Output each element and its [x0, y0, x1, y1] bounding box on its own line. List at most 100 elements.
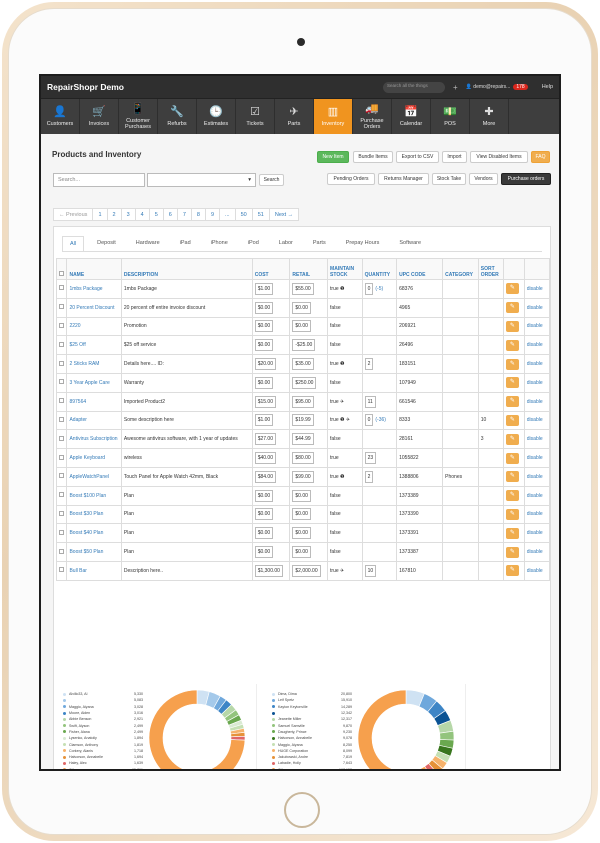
- product-name-link[interactable]: 897564: [69, 398, 87, 405]
- product-name-link[interactable]: 20 Percent Discount: [69, 304, 115, 311]
- pencil-icon[interactable]: ✎: [505, 565, 519, 577]
- row-checkbox[interactable]: [59, 398, 64, 404]
- cost-input[interactable]: $27.00: [254, 433, 276, 446]
- select-all-checkbox[interactable]: [59, 271, 64, 276]
- cost-input[interactable]: $0.00: [254, 489, 274, 502]
- nav-item-estimates[interactable]: 🕒 Estimates: [197, 99, 236, 134]
- cost-input[interactable]: $0.00: [254, 508, 274, 521]
- page-link[interactable]: 2: [106, 208, 122, 221]
- pencil-icon[interactable]: ✎: [505, 490, 519, 502]
- disable-link[interactable]: disable: [526, 436, 543, 443]
- pencil-icon[interactable]: ✎: [505, 508, 519, 520]
- column-header[interactable]: COST: [251, 258, 291, 280]
- product-name-link[interactable]: Boost $40 Plan: [69, 530, 104, 537]
- column-header[interactable]: NAME: [66, 258, 122, 280]
- pencil-icon[interactable]: ✎: [505, 396, 519, 408]
- new-item-button[interactable]: New Item: [317, 151, 349, 163]
- disable-link[interactable]: disable: [526, 342, 543, 349]
- nav-item-purchase-orders[interactable]: 🚚 Purchase Orders: [353, 99, 392, 134]
- cost-input[interactable]: $0.00: [254, 546, 274, 559]
- cost-input[interactable]: $1.00: [254, 282, 274, 295]
- cost-input[interactable]: $0.00: [254, 527, 274, 540]
- column-header[interactable]: UPC CODE: [396, 258, 444, 280]
- retail-input[interactable]: -$25.00: [292, 339, 316, 352]
- notification-badge[interactable]: 178: [513, 84, 528, 90]
- donut-slice[interactable]: [357, 689, 432, 771]
- row-checkbox[interactable]: [59, 492, 64, 498]
- pencil-icon[interactable]: ✎: [505, 377, 519, 389]
- tab-software[interactable]: Software: [399, 240, 422, 246]
- retail-input[interactable]: $0.00: [292, 546, 311, 559]
- disable-link[interactable]: disable: [526, 417, 543, 424]
- quantity-input[interactable]: 2: [364, 470, 374, 483]
- retail-input[interactable]: $19.99: [292, 414, 314, 427]
- retail-input[interactable]: $35.00: [292, 358, 314, 371]
- retail-input[interactable]: $95.00: [292, 395, 314, 408]
- disable-link[interactable]: disable: [526, 323, 543, 330]
- retail-input[interactable]: $0.00: [292, 527, 311, 540]
- page-link[interactable]: 9: [204, 208, 220, 221]
- cost-input[interactable]: $0.00: [254, 339, 274, 352]
- product-name-link[interactable]: Bull Bar: [69, 567, 87, 574]
- page-link[interactable]: 8: [190, 208, 206, 221]
- row-checkbox[interactable]: [59, 529, 64, 535]
- retail-input[interactable]: $0.00: [292, 301, 311, 314]
- pencil-icon[interactable]: ✎: [505, 283, 519, 295]
- pencil-icon[interactable]: ✎: [505, 527, 519, 539]
- row-checkbox[interactable]: [59, 435, 64, 441]
- disable-link[interactable]: disable: [526, 473, 543, 480]
- tab-prepay-hours[interactable]: Prepay Hours: [345, 240, 380, 246]
- product-name-link[interactable]: Boost $30 Plan: [69, 511, 104, 518]
- pencil-icon[interactable]: ✎: [505, 471, 519, 483]
- product-name-link[interactable]: Antivirus Subscription: [69, 436, 118, 443]
- cost-input[interactable]: $40.00: [254, 452, 276, 465]
- disable-link[interactable]: disable: [526, 361, 543, 368]
- nav-item-inventory[interactable]: ▥ Inventory: [314, 99, 353, 134]
- pencil-icon[interactable]: ✎: [505, 339, 519, 351]
- cost-input[interactable]: $0.00: [254, 376, 274, 389]
- nav-item-tickets[interactable]: ☑ Tickets: [236, 99, 275, 134]
- pencil-icon[interactable]: ✎: [505, 358, 519, 370]
- page-link[interactable]: 51: [251, 208, 270, 221]
- returns-manager-button[interactable]: Returns Manager: [378, 173, 429, 185]
- row-checkbox[interactable]: [59, 510, 64, 516]
- quantity-input[interactable]: 23: [364, 452, 377, 465]
- pencil-icon[interactable]: ✎: [505, 320, 519, 332]
- row-checkbox[interactable]: [59, 341, 64, 347]
- product-name-link[interactable]: 2 Sticks RAM: [69, 361, 100, 368]
- column-header[interactable]: DESCRIPTION: [120, 258, 253, 280]
- disable-link[interactable]: disable: [526, 304, 543, 311]
- pencil-icon[interactable]: ✎: [505, 302, 519, 314]
- tab-deposit[interactable]: Deposit: [97, 240, 116, 246]
- page-link[interactable]: 4: [134, 208, 150, 221]
- donut-slice[interactable]: [148, 689, 246, 771]
- column-header[interactable]: QUANTITY: [361, 258, 398, 280]
- search-input[interactable]: Search...: [53, 173, 145, 187]
- product-name-link[interactable]: Boost $50 Plan: [69, 549, 104, 556]
- row-checkbox[interactable]: [59, 473, 64, 479]
- cost-input[interactable]: $15.00: [254, 395, 276, 408]
- cost-input[interactable]: $0.00: [254, 301, 274, 314]
- column-header[interactable]: SORT ORDER: [477, 258, 504, 280]
- category-select[interactable]: ▾: [147, 173, 256, 187]
- product-name-link[interactable]: $25 Off: [69, 342, 86, 349]
- quantity-adjustment-link[interactable]: (-36): [375, 417, 386, 424]
- nav-item-customers[interactable]: 👤 Customers: [41, 99, 80, 134]
- nav-item-calendar[interactable]: 📅 Calendar: [392, 99, 431, 134]
- nav-item-pos[interactable]: 💵 POS: [431, 99, 470, 134]
- export-csv-button[interactable]: Export to CSV: [396, 151, 439, 163]
- tab-ipad[interactable]: iPad: [179, 240, 191, 246]
- retail-input[interactable]: $0.00: [292, 320, 311, 333]
- cost-input[interactable]: $20.00: [254, 358, 276, 371]
- purchase-orders-button[interactable]: Purchase orders: [501, 173, 551, 185]
- cost-input[interactable]: $84.00: [254, 470, 276, 483]
- search-button[interactable]: Search: [259, 174, 284, 186]
- disable-link[interactable]: disable: [526, 379, 543, 386]
- retail-input[interactable]: $99.00: [292, 470, 314, 483]
- cost-input[interactable]: $0.00: [254, 320, 274, 333]
- row-checkbox[interactable]: [59, 454, 64, 460]
- disable-link[interactable]: disable: [526, 398, 543, 405]
- row-checkbox[interactable]: [59, 567, 64, 573]
- tab-ipod[interactable]: iPod: [247, 240, 259, 246]
- row-checkbox[interactable]: [59, 548, 64, 554]
